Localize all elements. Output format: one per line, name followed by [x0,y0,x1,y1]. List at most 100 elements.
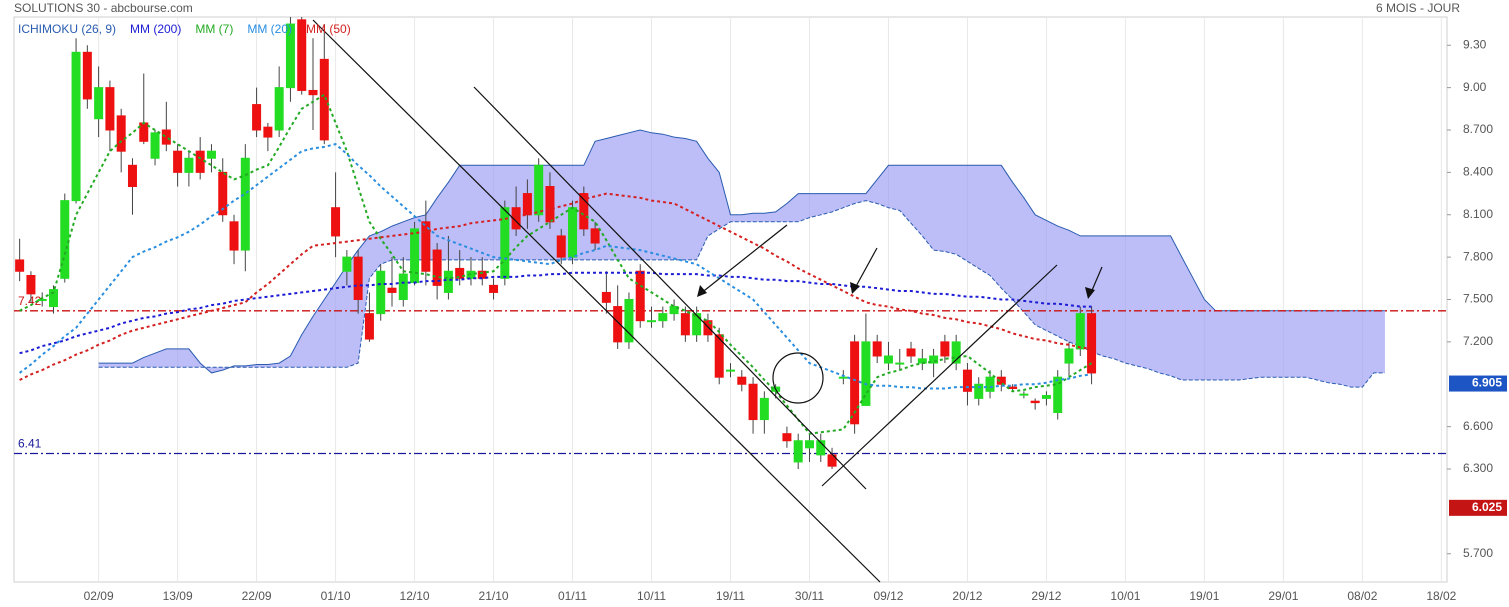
x-tick-label: 01/10 [321,589,351,603]
candle-body [748,383,758,421]
candle-body [500,207,510,279]
candle-body [127,164,137,187]
candle-body [804,440,814,449]
x-tick-label: 19/01 [1189,589,1219,603]
candle-body [647,320,657,323]
arrow [699,224,788,295]
y-tick-label: 9.00 [1463,80,1487,94]
candle-body [534,164,544,216]
candle-body [150,132,160,159]
candle-body [161,129,171,145]
candle-body [522,193,532,216]
candle-body [568,207,578,258]
candle-body [116,115,126,152]
candle-body [782,433,792,442]
candle-body [962,369,972,392]
candle-body [726,369,735,372]
legend-entry: MM (7) [195,22,233,36]
candle-body [1019,393,1029,396]
legend-entry: MM (20) [247,22,292,36]
candle-body [285,23,295,89]
candle-body [82,51,92,100]
candle-body [308,89,318,96]
candle-body [173,150,183,173]
y-tick-label: 7.200 [1463,334,1493,348]
candle-body [556,235,566,258]
ichimoku-cloud [98,130,1385,388]
candle-body [71,51,81,202]
x-tick-label: 08/02 [1347,589,1377,603]
candle-body [489,284,499,293]
price-badge [1449,499,1507,516]
candle-body [883,355,893,364]
y-tick-label: 7.800 [1463,249,1493,263]
y-tick-label: 8.700 [1463,122,1493,136]
candle-body [974,383,984,399]
candle-body [692,313,702,336]
y-tick-label: 8.100 [1463,207,1493,221]
chart-title: SOLUTIONS 30 - abcbourse.com [14,1,193,15]
candle-body [1064,348,1074,364]
candle-body [590,228,600,244]
candle-body [432,249,442,286]
x-tick-label: 30/11 [795,589,824,603]
candle-body [759,397,769,421]
candle-body [1087,313,1097,374]
candle-body [240,157,250,251]
candle-body [206,150,216,159]
x-tick-label: 10/11 [637,589,666,603]
candle-body [319,58,329,141]
y-tick-label: 6.300 [1463,461,1493,475]
candle-body [1030,400,1040,404]
candle-body [737,376,747,385]
candle-body [48,289,58,308]
x-tick-label: 19/11 [716,589,745,603]
candle-body [1075,313,1085,350]
candle-body [793,440,803,463]
x-tick-label: 22/09 [242,589,272,603]
candle-body [985,376,995,392]
candle-body [387,287,397,293]
y-tick-label: 5.700 [1463,546,1493,560]
annotations [312,19,1103,583]
trend-line [312,19,881,583]
period-label: 6 MOIS - JOUR [1376,1,1460,15]
candle-body [353,256,363,300]
candle-body [1053,376,1063,413]
candle-body [613,306,623,343]
candle-body [263,126,273,138]
x-tick-label: 29/12 [1031,589,1061,603]
arrow-head [850,282,860,294]
candle-body [838,376,848,379]
level-label: 7.42 [18,294,42,308]
x-tick-label: 01/11 [558,589,587,603]
x-tick-label: 02/09 [84,589,114,603]
candle-body [635,270,645,322]
x-tick-label: 09/12 [873,589,903,603]
candle-body [60,200,70,279]
price-badge-label: 6.025 [1472,500,1502,514]
x-tick-label: 20/12 [952,589,982,603]
candle-body [579,193,589,230]
candle-body [895,362,905,365]
arrow-head [1085,287,1095,299]
candle-body [342,256,352,272]
candle-body [658,313,668,322]
x-tick-label: 21/10 [479,589,509,603]
candle-body [410,228,420,284]
moving-average [19,93,1093,435]
candle-body [680,313,690,336]
plot-area: 7.42 6.41 [14,17,1451,582]
arrow [853,247,878,291]
candle-body [364,313,374,340]
candle-body [850,341,860,425]
candle-body [274,87,284,131]
candle-body [929,355,939,364]
candle-body [861,341,871,406]
ichimoku-span-a [98,129,1385,374]
y-tick-label: 6.600 [1463,419,1493,433]
y-tick-label: 7.500 [1463,292,1493,306]
candle-body [940,341,950,357]
candle-body [951,341,961,364]
